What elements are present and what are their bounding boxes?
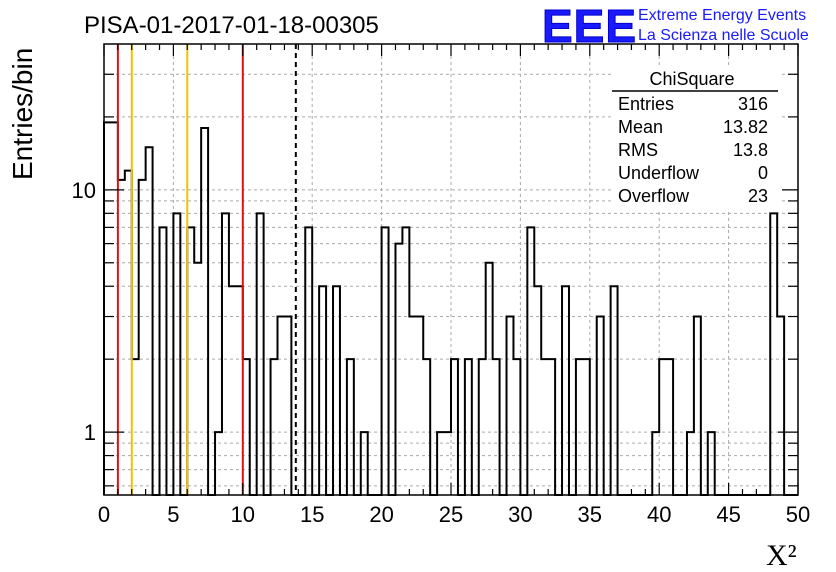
- logo-line-2: La Scienza nelle Scuole: [638, 27, 809, 44]
- stats-label-underflow: Underflow: [618, 163, 700, 183]
- x-tick-label: 35: [578, 502, 602, 527]
- stats-value-entries: 316: [738, 94, 768, 114]
- x-axis-title: X²: [766, 539, 797, 572]
- stats-label-rms: RMS: [618, 140, 658, 160]
- x-tick-label: 0: [98, 502, 110, 527]
- histogram-outline: [103, 121, 798, 496]
- stats-label-mean: Mean: [618, 117, 663, 137]
- stats-label-entries: Entries: [618, 94, 674, 114]
- plot-frame: [103, 43, 799, 496]
- vertical-markers: [116, 44, 297, 495]
- x-tick-label: 25: [439, 502, 463, 527]
- stats-box: ChiSquare Entries 316 Mean 13.82 RMS 13.…: [612, 66, 782, 210]
- x-tick-label: 10: [231, 502, 255, 527]
- stats-value-mean: 13.82: [723, 117, 768, 137]
- x-tick-label: 30: [508, 502, 532, 527]
- y-axis-title: Entries/bin: [7, 48, 38, 180]
- stats-value-overflow: 23: [748, 186, 768, 206]
- stats-value-rms: 13.8: [733, 140, 768, 160]
- x-tick-label: 45: [716, 502, 740, 527]
- x-tick-label: 40: [647, 502, 671, 527]
- logo-line-1: Extreme Energy Events: [638, 7, 806, 24]
- x-tick-label: 5: [167, 502, 179, 527]
- x-tick-label: 50: [786, 502, 810, 527]
- y-tick-labels: 1 10: [72, 178, 96, 445]
- stats-value-underflow: 0: [758, 163, 768, 183]
- histogram-title: PISA-01-2017-01-18-00305: [84, 12, 379, 39]
- y-tick-label: 10: [72, 178, 96, 203]
- x-tick-label: 20: [369, 502, 393, 527]
- x-tick-label: 15: [300, 502, 324, 527]
- x-tick-labels: 0 5 10 15 20 25 30 35 40 45 50: [98, 502, 810, 527]
- stats-label-overflow: Overflow: [618, 186, 690, 206]
- histogram-bars: [103, 121, 798, 496]
- stats-box-bg: [612, 66, 782, 210]
- y-tick-label: 1: [84, 420, 96, 445]
- stats-name: ChiSquare: [649, 69, 734, 89]
